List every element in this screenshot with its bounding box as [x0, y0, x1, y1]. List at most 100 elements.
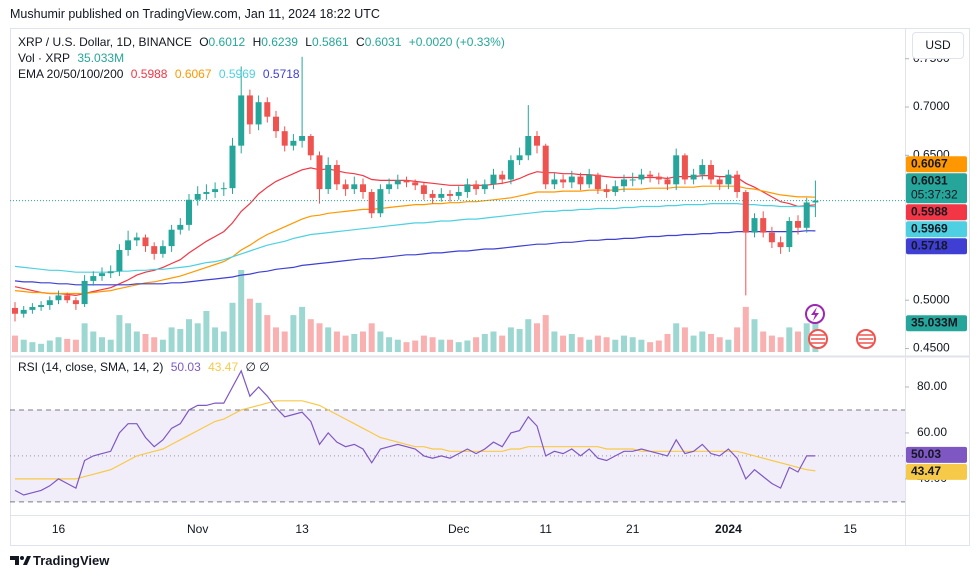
candle-body: [246, 95, 253, 125]
price-badge: [906, 238, 967, 255]
ohlc-letter: L: [305, 35, 312, 49]
candle-body: [90, 276, 97, 281]
price-badge: [906, 221, 967, 238]
candle-body: [116, 249, 123, 272]
ema-title: EMA 20/50/100/200: [18, 67, 124, 81]
volume-bar: [481, 333, 488, 352]
volume-bar: [386, 337, 393, 352]
candle-body: [316, 155, 323, 190]
candle-body: [490, 174, 497, 185]
candle-body: [664, 179, 671, 185]
volume-bar: [159, 339, 166, 352]
volume-bar: [673, 323, 680, 352]
volume-bar: [612, 339, 619, 352]
volume-bar: [99, 337, 105, 352]
rsi-value: 50.03: [170, 360, 201, 374]
candle-body: [81, 280, 88, 305]
footer-brand: TradingView: [33, 553, 110, 568]
candle-body: [786, 221, 793, 248]
price-badge-label: 50.03: [911, 447, 941, 461]
rsi-title: RSI (14, close, SMA, 14, 2): [18, 360, 164, 374]
candle-body: [516, 155, 523, 161]
candle-body: [142, 237, 149, 247]
ema-layer: [10, 167, 905, 297]
ema-value: 0.5718: [262, 67, 300, 81]
candle-body: [264, 102, 271, 117]
volume-bar: [186, 319, 192, 352]
volume-value: 35.033M: [77, 51, 125, 65]
price-badge: [906, 463, 967, 480]
legend-ema: EMA 20/50/100/200 0.5988 0.6067 0.5969 0…: [18, 67, 304, 81]
candle-body: [412, 182, 419, 186]
volume-bar: [255, 302, 262, 352]
candle-body: [212, 189, 219, 193]
x-tick-label: 2024: [715, 522, 742, 536]
volume-bar: [116, 315, 123, 352]
volume-bar: [125, 323, 132, 352]
volume-bar: [708, 333, 714, 352]
candle-body: [107, 271, 114, 274]
candle-body: [290, 140, 297, 146]
volume-bar: [238, 270, 245, 352]
ohlc-letter: O: [199, 35, 209, 49]
candle-body: [612, 186, 619, 193]
candle-body: [577, 176, 584, 185]
volume-bar: [38, 343, 45, 352]
ohlc: H0.6239: [253, 35, 298, 49]
candle-body: [438, 193, 445, 198]
volume-bar: [29, 342, 36, 352]
volume-bar: [342, 335, 349, 352]
logo-mark: [10, 556, 19, 565]
candle-body: [133, 237, 140, 241]
candle-body: [125, 240, 132, 250]
volume-bar: [621, 335, 627, 352]
ohlc-letter: H: [252, 35, 262, 49]
candle-body: [447, 193, 453, 196]
volume-bar: [777, 337, 784, 352]
volume-bar: [46, 340, 53, 352]
volume-bar: [768, 335, 775, 352]
volume-bar: [307, 319, 314, 352]
volume-bar: [742, 306, 749, 352]
candle-body: [377, 189, 384, 214]
volume-bar: [725, 339, 732, 352]
x-tick-label: Nov: [187, 522, 208, 536]
candle-body: [629, 179, 636, 181]
volume-bar: [551, 331, 558, 352]
volume-bar: [333, 331, 340, 352]
volume-bar: [299, 306, 306, 352]
volume-bar: [12, 335, 18, 352]
candle-body: [568, 176, 575, 183]
ohlc: C0.6031: [356, 35, 401, 49]
candle-body: [429, 193, 436, 198]
volume-bar: [699, 331, 706, 352]
volume-bar: [786, 327, 793, 352]
price-badge-label: 35.033M: [911, 315, 958, 329]
volume-bar: [473, 337, 480, 352]
volume-bar: [72, 339, 79, 352]
ohlc-value: 0.5861: [311, 35, 349, 49]
candle-body: [481, 184, 488, 190]
volume-bar: [394, 339, 401, 352]
candle-body: [29, 306, 36, 310]
volume-bar: [429, 337, 436, 352]
candle-body: [638, 174, 645, 180]
candle-body: [681, 155, 688, 180]
volume-bar: [560, 335, 567, 352]
volume-bar: [438, 339, 445, 352]
volume-bar: [246, 298, 253, 352]
price-badge: [906, 204, 967, 221]
volume-bar: [220, 331, 227, 352]
candle-body: [299, 136, 306, 141]
candle-body: [708, 164, 714, 180]
logo-dot: [20, 556, 24, 560]
volume-bar: [142, 333, 149, 352]
currency-button[interactable]: USD: [912, 32, 964, 59]
volume-layer: [12, 270, 819, 352]
rsi-layer: [14, 369, 816, 496]
flag-stripes: [811, 334, 825, 344]
volume-bar: [568, 333, 575, 352]
rsi-background: [10, 409, 905, 503]
volume-bar: [412, 340, 419, 352]
